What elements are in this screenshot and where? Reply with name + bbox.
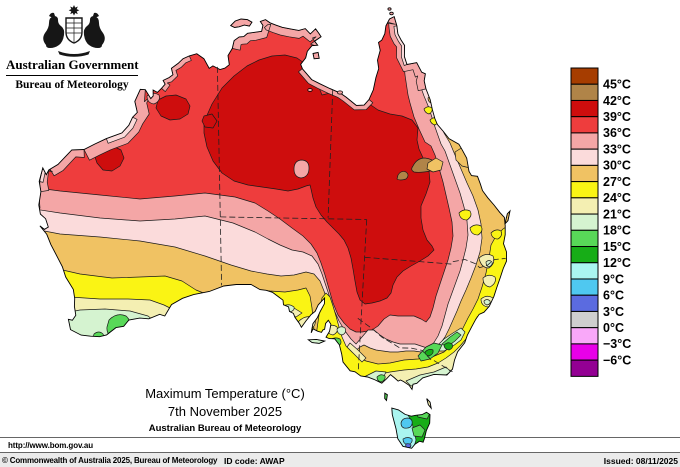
svg-text:24°C: 24°C [603,191,631,205]
svg-text:36°C: 36°C [603,126,631,140]
svg-text:6°C: 6°C [603,289,624,303]
svg-text:30°C: 30°C [603,159,631,173]
svg-text:−3°C: −3°C [603,337,631,351]
svg-text:3°C: 3°C [603,305,624,319]
svg-text:39°C: 39°C [603,110,631,124]
svg-text:45°C: 45°C [603,78,631,92]
svg-text:33°C: 33°C [603,143,631,157]
svg-text:27°C: 27°C [603,175,631,189]
svg-text:15°C: 15°C [603,240,631,254]
svg-text:0°C: 0°C [603,321,624,335]
svg-text:−6°C: −6°C [603,353,631,367]
svg-text:42°C: 42°C [603,94,631,108]
svg-text:9°C: 9°C [603,272,624,286]
svg-text:21°C: 21°C [603,207,631,221]
svg-text:12°C: 12°C [603,256,631,270]
svg-text:18°C: 18°C [603,224,631,238]
